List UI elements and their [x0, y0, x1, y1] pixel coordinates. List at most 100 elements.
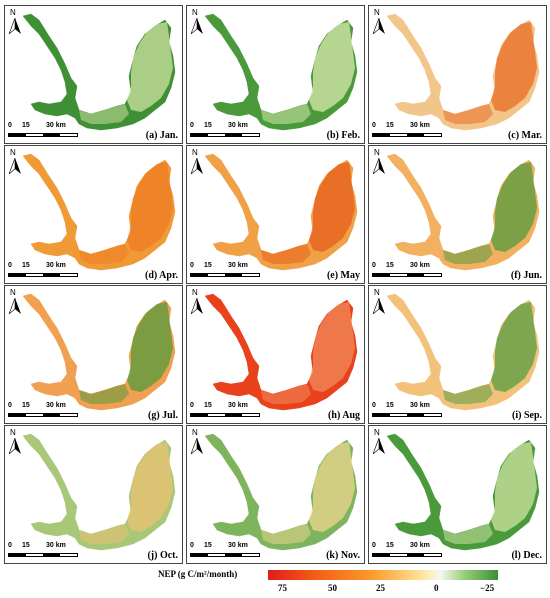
- scale-tick-30: 30 km: [410, 542, 430, 549]
- scale-tick-30: 30 km: [46, 122, 66, 129]
- scale-tick-15: 15: [386, 402, 394, 409]
- north-label: N: [10, 288, 16, 297]
- north-arrow-icon: N: [191, 428, 203, 454]
- scale-tick-30: 30 km: [228, 402, 248, 409]
- north-label: N: [374, 8, 380, 17]
- lake-south-arm: [79, 524, 129, 544]
- nep-map: [22, 13, 176, 131]
- map-panel: N 0 15 30 km (f) Jun.: [368, 145, 547, 284]
- panel-label: (k) Nov.: [326, 550, 360, 561]
- legend-title: NEP (g C/m²/month): [158, 569, 238, 579]
- lake-east-basin: [491, 302, 537, 392]
- lake-east-basin: [491, 442, 537, 532]
- north-arrow-icon: N: [191, 8, 203, 34]
- nep-map: [204, 13, 358, 131]
- lake-east-basin: [127, 162, 173, 252]
- map-panel: N 0 15 30 km (j) Oct.: [4, 425, 183, 564]
- legend-tick-50: 50: [328, 583, 337, 593]
- lake-south-arm: [79, 384, 129, 404]
- north-arrow-icon: N: [9, 428, 21, 454]
- scale-bar: 0 15 30 km: [8, 262, 88, 280]
- lake-east-basin: [127, 442, 173, 532]
- scale-bar: 0 15 30 km: [190, 262, 270, 280]
- scale-bar: 0 15 30 km: [372, 262, 452, 280]
- scale-tick-30: 30 km: [46, 542, 66, 549]
- map-panel: N 0 15 30 km (b) Feb.: [186, 5, 365, 144]
- legend-tick-0: 0: [434, 583, 439, 593]
- north-label: N: [10, 8, 16, 17]
- panel-label: (c) Mar.: [507, 130, 542, 141]
- scale-bar: 0 15 30 km: [8, 542, 88, 560]
- lake-east-basin: [309, 442, 355, 532]
- lake-south-arm: [443, 524, 493, 544]
- nep-map: [22, 293, 176, 411]
- north-arrow-icon: N: [9, 148, 21, 174]
- map-panel: N 0 15 30 km (g) Jul.: [4, 285, 183, 424]
- scale-bar: 0 15 30 km: [190, 402, 270, 420]
- north-label: N: [192, 148, 198, 157]
- north-arrow-icon: N: [373, 8, 385, 34]
- panel-label: (l) Dec.: [511, 550, 542, 561]
- scale-tick-0: 0: [8, 402, 12, 409]
- scale-tick-0: 0: [8, 542, 12, 549]
- panel-label: (d) Apr.: [145, 270, 178, 281]
- panel-label: (a) Jan.: [145, 130, 178, 141]
- north-label: N: [192, 288, 198, 297]
- scale-tick-15: 15: [22, 402, 30, 409]
- panel-label: (i) Sep.: [512, 410, 542, 421]
- map-panel: N 0 15 30 km (k) Nov.: [186, 425, 365, 564]
- panel-label: (f) Jun.: [510, 270, 542, 281]
- scale-tick-0: 0: [190, 122, 194, 129]
- scale-tick-30: 30 km: [228, 542, 248, 549]
- nep-map: [22, 433, 176, 551]
- north-arrow-icon: N: [9, 288, 21, 314]
- north-label: N: [374, 288, 380, 297]
- scale-tick-0: 0: [372, 122, 376, 129]
- lake-south-arm: [261, 384, 311, 404]
- scale-bar: 0 15 30 km: [372, 542, 452, 560]
- scale-tick-15: 15: [386, 262, 394, 269]
- scale-tick-15: 15: [204, 262, 212, 269]
- panel-label: (j) Oct.: [147, 550, 178, 561]
- panel-label: (h) Aug: [328, 410, 360, 421]
- north-arrow-icon: N: [191, 288, 203, 314]
- lake-south-arm: [443, 384, 493, 404]
- scale-tick-15: 15: [22, 122, 30, 129]
- north-label: N: [10, 428, 16, 437]
- legend-tick-25: 25: [376, 583, 385, 593]
- lake-south-arm: [443, 104, 493, 124]
- scale-tick-0: 0: [372, 542, 376, 549]
- scale-tick-15: 15: [22, 262, 30, 269]
- scale-tick-30: 30 km: [410, 402, 430, 409]
- scale-tick-30: 30 km: [46, 402, 66, 409]
- scale-tick-30: 30 km: [228, 122, 248, 129]
- scale-bar: 0 15 30 km: [8, 122, 88, 140]
- scale-tick-30: 30 km: [228, 262, 248, 269]
- scale-tick-0: 0: [8, 262, 12, 269]
- map-panel: N 0 15 30 km (e) May: [186, 145, 365, 284]
- lake-south-arm: [79, 244, 129, 264]
- scale-tick-15: 15: [204, 402, 212, 409]
- lake-east-basin: [127, 22, 173, 112]
- scale-tick-30: 30 km: [410, 262, 430, 269]
- nep-legend: NEP (g C/m²/month) 75 50 25 0 −25: [158, 568, 538, 596]
- scale-bar: 0 15 30 km: [372, 402, 452, 420]
- legend-tick-neg25: −25: [480, 583, 495, 593]
- north-label: N: [374, 148, 380, 157]
- lake-south-arm: [443, 244, 493, 264]
- nep-map: [204, 433, 358, 551]
- scale-tick-15: 15: [386, 122, 394, 129]
- lake-east-basin: [309, 162, 355, 252]
- scale-tick-30: 30 km: [46, 262, 66, 269]
- lake-south-arm: [261, 524, 311, 544]
- north-arrow-icon: N: [9, 8, 21, 34]
- map-panel: N 0 15 30 km (a) Jan.: [4, 5, 183, 144]
- lake-south-arm: [261, 244, 311, 264]
- north-label: N: [374, 428, 380, 437]
- lake-east-basin: [491, 22, 537, 112]
- nep-map: [386, 153, 540, 271]
- scale-bar: 0 15 30 km: [8, 402, 88, 420]
- lake-east-basin: [309, 22, 355, 112]
- map-panel: N 0 15 30 km (d) Apr.: [4, 145, 183, 284]
- lake-east-basin: [309, 302, 355, 392]
